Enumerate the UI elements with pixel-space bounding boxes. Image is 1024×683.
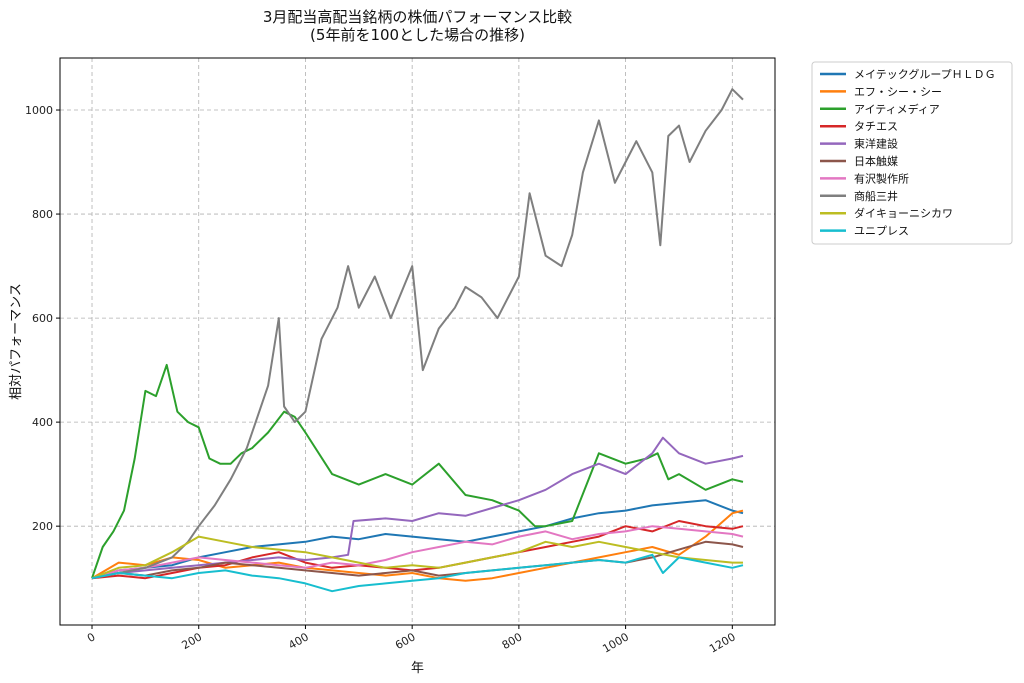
- legend-label: ダイキョーニシカワ: [854, 206, 953, 220]
- x-tick-label: 800: [500, 630, 525, 652]
- x-axis-label: 年: [411, 661, 424, 676]
- y-axis-ticks: 200 400 600 800 1000: [25, 104, 60, 533]
- chart-subtitle: (5年前を100とした場合の推移): [310, 26, 525, 44]
- x-tick-label: 200: [180, 630, 205, 652]
- series-line: [91, 509, 744, 582]
- y-tick-label: 400: [32, 416, 53, 429]
- x-tick-label: 400: [286, 630, 311, 652]
- x-axis-ticks: 0 200 400 600 800 1000 1200: [85, 625, 738, 656]
- series-line: [91, 525, 744, 580]
- y-tick-label: 200: [32, 520, 53, 533]
- legend: メイテックグループＨＬＤＧ エフ・シー・シーアイティメディアタチエス東洋建設日本触…: [811, 61, 1013, 245]
- series-line: [91, 436, 744, 580]
- legend-label: 有沢製作所: [854, 171, 909, 185]
- legend-label: ユニプレス: [854, 225, 909, 238]
- series-line: [91, 363, 744, 579]
- x-tick-label: 1200: [707, 630, 738, 655]
- x-tick-label: 0: [85, 630, 98, 645]
- y-tick-label: 800: [32, 208, 53, 221]
- x-tick-label: 600: [393, 630, 418, 652]
- y-tick-label: 1000: [25, 104, 53, 117]
- legend-label: 商船三井: [854, 189, 898, 203]
- series-line: [91, 88, 744, 580]
- y-tick-label: 600: [32, 312, 53, 325]
- series-line: [91, 540, 744, 580]
- legend-frame: [811, 61, 1013, 245]
- plot-lines: [91, 88, 744, 593]
- chart-title: 3月配当高配当銘柄の株価パフォーマンス比較: [263, 8, 572, 26]
- grid: [60, 58, 775, 625]
- legend-label: タチエス: [854, 120, 898, 133]
- legend-label: 東洋建設: [854, 137, 898, 151]
- series-line: [91, 499, 744, 580]
- legend-label: 日本触媒: [854, 154, 898, 168]
- series-line: [91, 535, 743, 580]
- x-tick-label: 1000: [600, 630, 631, 655]
- series-line: [91, 553, 744, 593]
- legend-label: メイテックグループＨＬＤＧ: [854, 67, 996, 81]
- y-axis-label: 相対パフォーマンス: [9, 283, 24, 400]
- legend-label: アイティメディア: [854, 102, 940, 116]
- legend-label: エフ・シー・シー: [854, 85, 942, 98]
- plot-frame: [59, 57, 776, 626]
